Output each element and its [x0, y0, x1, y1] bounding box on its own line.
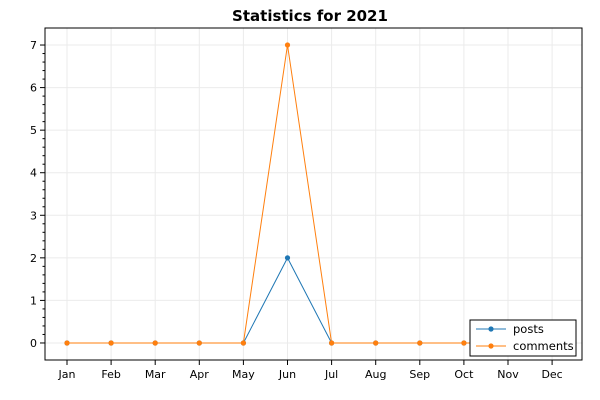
y-tick-label-4: 4	[30, 167, 37, 180]
legend-box	[469, 319, 577, 357]
data-point-comments-jun	[284, 42, 291, 48]
series-layer	[64, 42, 511, 346]
data-point-comments-mar	[152, 340, 158, 346]
legend-label-comments: comments	[513, 339, 574, 353]
legend: posts comments	[469, 319, 577, 357]
data-point-comments-aug	[373, 340, 379, 346]
y-tick-label-0: 0	[30, 337, 37, 350]
legend-marker-comments	[488, 343, 494, 349]
plot-area	[45, 28, 582, 360]
y-tick-label-6: 6	[30, 82, 37, 95]
x-tick-label-may: May	[232, 368, 255, 381]
x-tick-label-mar: Mar	[145, 368, 166, 381]
x-tick-label-jan: Jan	[58, 368, 76, 381]
x-tick-label-jul: Jul	[324, 368, 338, 381]
y-tick-label-1: 1	[30, 294, 37, 307]
data-point-comments-oct	[461, 340, 467, 346]
y-tick-label-3: 3	[30, 209, 37, 222]
legend-marker-posts	[488, 326, 494, 332]
data-point-comments-feb	[108, 340, 114, 346]
data-point-comments-may	[240, 340, 246, 346]
x-tick-label-dec: Dec	[541, 368, 562, 381]
x-tick-label-jun: Jun	[278, 368, 296, 381]
data-point-comments-jan	[64, 340, 70, 346]
data-point-comments-sep	[417, 340, 423, 346]
chart-title: Statistics for 2021	[232, 7, 388, 25]
data-point-comments-apr	[196, 340, 202, 346]
y-tick-label-7: 7	[30, 39, 37, 52]
x-tick-label-oct: Oct	[454, 368, 474, 381]
x-tick-label-sep: Sep	[409, 368, 430, 381]
x-tick-label-apr: Apr	[190, 368, 210, 381]
data-point-comments-jul	[329, 340, 335, 346]
data-point-posts-jun	[284, 255, 291, 261]
axes: Jan Feb Mar Apr May Jun Jul Aug Sep Oct Nov Dec 0 1 2 3…	[30, 39, 563, 381]
y-tick-label-2: 2	[30, 252, 37, 265]
plot-frame	[44, 27, 583, 361]
legend-label-posts: posts	[513, 322, 544, 336]
y-tick-label-5: 5	[30, 124, 37, 137]
x-tick-label-feb: Feb	[101, 368, 120, 381]
x-tick-label-aug: Aug	[365, 368, 386, 381]
x-tick-label-nov: Nov	[497, 368, 519, 381]
